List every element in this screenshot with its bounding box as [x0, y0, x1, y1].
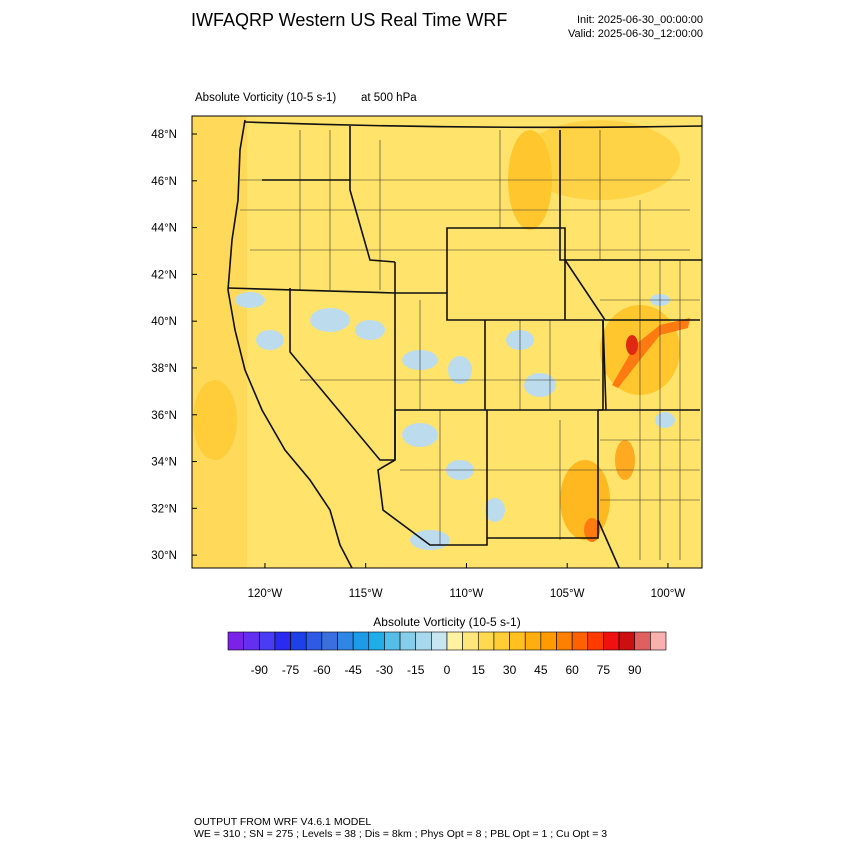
colorbar-label: -90	[251, 663, 269, 677]
state-borders	[227, 119, 702, 568]
colorbar-box	[462, 631, 479, 651]
lat-label: 44°N	[151, 223, 177, 235]
level-label: at 500 hPa	[361, 92, 417, 104]
colorbar-box	[650, 631, 667, 651]
shade-strong	[612, 318, 690, 388]
colorbar-box	[571, 631, 589, 651]
colorbar-box	[352, 631, 370, 651]
colorbar-box	[540, 631, 557, 651]
colorbar-label: -30	[376, 663, 394, 677]
lat-label: 32°N	[151, 503, 177, 515]
lat-label: 46°N	[151, 176, 177, 188]
colorbar-label: -45	[344, 663, 362, 677]
lon-label: 100°W	[651, 588, 686, 600]
colorbar-title: Absolute Vorticity (10-5 s-1)	[373, 615, 520, 629]
colorbar-box	[384, 631, 401, 651]
shade-strong	[626, 335, 638, 355]
lat-label: 48°N	[151, 129, 177, 141]
lon-label: 115°W	[349, 588, 383, 600]
colorbar-label: -75	[282, 663, 300, 677]
negative-patches	[235, 292, 675, 550]
colorbar-box	[603, 631, 620, 651]
colorbar-box	[368, 631, 385, 651]
colorbar-label: 60	[565, 663, 579, 677]
colorbar-label: 15	[472, 663, 486, 677]
lon-label: 105°W	[550, 588, 585, 600]
county-lines	[240, 130, 700, 560]
field-label: Absolute Vorticity (10-5 s-1)	[195, 92, 336, 104]
colorbar-box	[524, 631, 542, 651]
colorbar-label: 30	[503, 663, 517, 677]
colorbar-box	[431, 631, 448, 651]
colorbar-label: -15	[407, 663, 425, 677]
colorbar-box	[227, 631, 244, 651]
colorbar-box	[556, 631, 573, 651]
colorbar-box	[258, 631, 276, 651]
colorbar-box	[321, 631, 338, 651]
lon-label: 120°W	[248, 588, 283, 600]
lon-label: 110°W	[450, 588, 484, 600]
colorbar-label: 0	[444, 663, 451, 677]
colorbar-box	[587, 631, 604, 651]
lat-label: 42°N	[151, 269, 177, 281]
footer-line: OUTPUT FROM WRF V4.6.1 MODEL	[194, 816, 371, 828]
lat-label: 36°N	[151, 410, 177, 422]
colorbar-label: 75	[597, 663, 611, 677]
colorbar-box	[477, 631, 495, 651]
init-time: Init: 2025-06-30_00:00:00	[577, 14, 703, 26]
colorbar-box	[618, 631, 636, 651]
footer-line: WE = 310 ; SN = 275 ; Levels = 38 ; Dis …	[194, 828, 607, 840]
colorbar-box	[415, 631, 432, 651]
colorbar-box	[634, 631, 651, 651]
lat-label: 30°N	[151, 550, 177, 562]
map-field	[192, 116, 702, 568]
colorbar-label: -60	[313, 663, 331, 677]
colorbar-box	[399, 631, 417, 651]
colorbar-box	[493, 631, 510, 651]
colorbar-box	[337, 631, 354, 651]
valid-time: Valid: 2025-06-30_12:00:00	[568, 28, 703, 40]
colorbar-box	[274, 631, 291, 651]
lat-label: 34°N	[151, 457, 177, 469]
shade-strong	[584, 518, 600, 542]
colorbar-box	[290, 631, 307, 651]
title: IWFAQRP Western US Real Time WRF	[191, 10, 507, 30]
shade	[615, 440, 635, 480]
lat-label: 38°N	[151, 363, 177, 375]
colorbar-box	[446, 631, 463, 651]
colorbar-label: 45	[534, 663, 548, 677]
map-frame	[191, 115, 703, 569]
shade	[193, 380, 237, 460]
colorbar-box	[305, 631, 323, 651]
colorbar-box	[509, 631, 526, 651]
lat-label: 40°N	[151, 316, 177, 328]
colorbar-box	[243, 631, 260, 651]
colorbar-label: 90	[628, 663, 642, 677]
